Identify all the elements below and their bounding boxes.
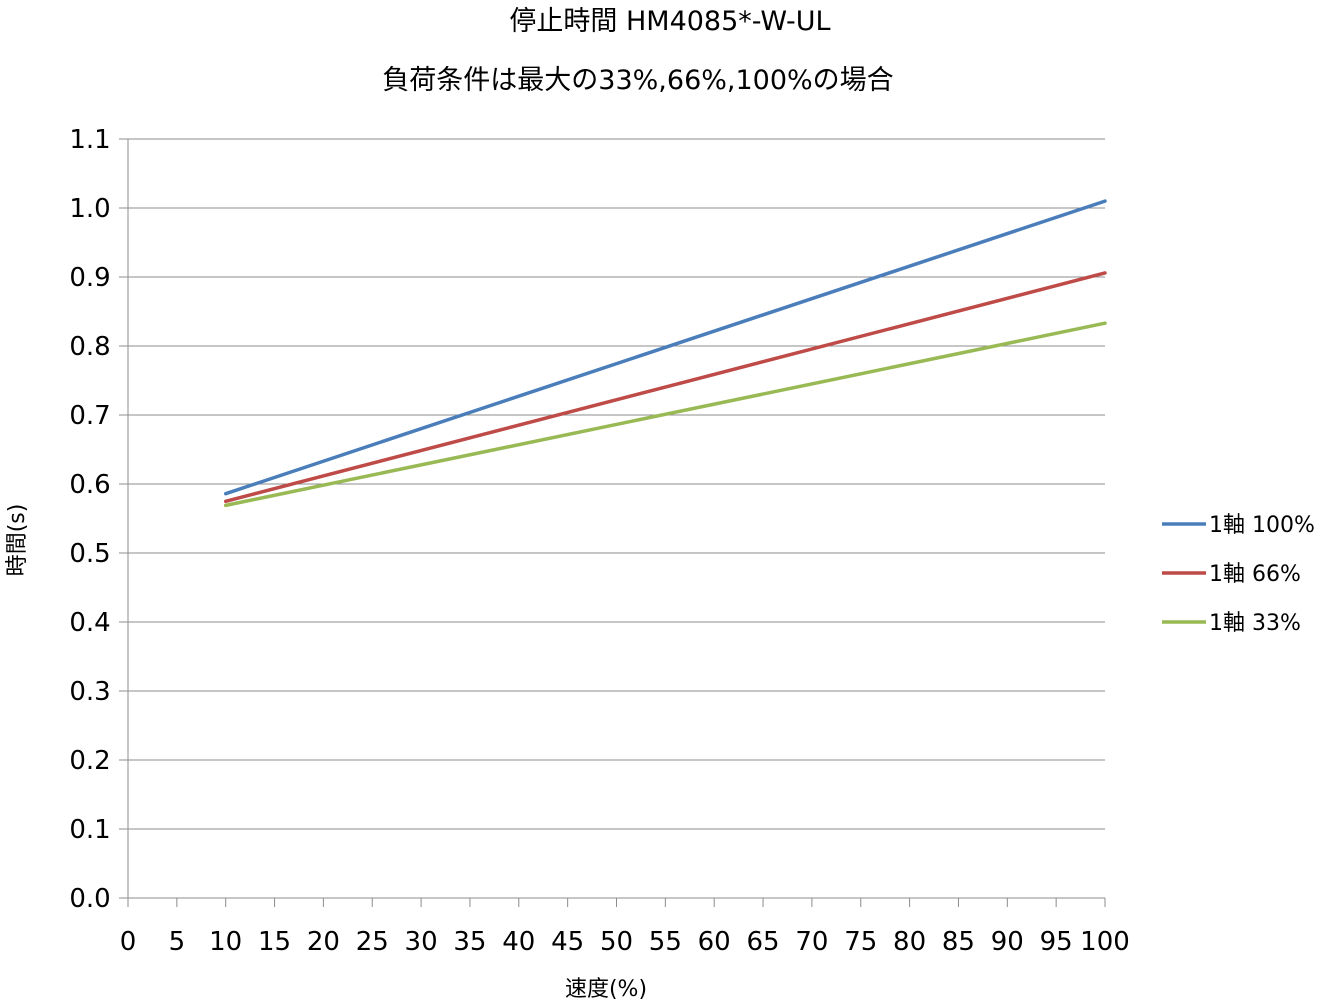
legend-label-2: 1軸 66%	[1209, 562, 1301, 587]
x-tick-label: 90	[991, 927, 1024, 957]
x-tick-label: 40	[502, 927, 535, 957]
chart-subtitle: 負荷条件は最大の33%,66%,100%の場合	[382, 65, 893, 96]
y-tick-labels: 0.0 0.1 0.2 0.3 0.4 0.5 0.6 0.7 0.8 0.9 1.0 1.1	[69, 125, 110, 914]
y-tick-label: 0.1	[69, 815, 110, 845]
y-tick-label: 0.3	[69, 677, 110, 707]
legend: 1軸 100% 1軸 66% 1軸 33%	[1162, 513, 1315, 636]
x-tick-label: 30	[405, 927, 438, 957]
y-tick-label: 0.7	[69, 401, 110, 431]
legend-label-1: 1軸 100%	[1209, 513, 1315, 538]
series-line-2	[223, 271, 1107, 504]
x-tick-label: 20	[307, 927, 340, 957]
y-axis-label: 時間(s)	[5, 504, 30, 577]
x-tick-label: 100	[1080, 927, 1130, 957]
y-tick-label: 1.1	[69, 125, 110, 155]
x-tick-label: 5	[169, 927, 186, 957]
x-tick-label: 0	[120, 927, 137, 957]
x-tick-labels: 0 5 10 15 20 25 30 35 40 45 50 55 60 65 70 75 80 85 90 95 10…	[120, 927, 1130, 957]
y-tick-label: 1.0	[69, 194, 110, 224]
legend-label-3: 1軸 33%	[1209, 611, 1301, 636]
series-lines	[223, 199, 1107, 508]
y-tick-label: 0.5	[69, 539, 110, 569]
y-tick-label: 0.2	[69, 746, 110, 776]
y-tick-label: 0.4	[69, 608, 110, 638]
series-line-1	[223, 199, 1107, 496]
x-tick-label: 55	[649, 927, 682, 957]
y-tick-label: 0.6	[69, 470, 110, 500]
x-tick-label: 45	[551, 927, 584, 957]
x-tick-label: 25	[356, 927, 389, 957]
y-tick-label: 0.8	[69, 332, 110, 362]
x-tick-label: 65	[747, 927, 780, 957]
x-tick-label: 75	[844, 927, 877, 957]
x-tick-label: 60	[698, 927, 731, 957]
x-tick-label: 70	[795, 927, 828, 957]
y-tick-label: 0.0	[69, 884, 110, 914]
x-tick-label: 50	[600, 927, 633, 957]
chart-title: 停止時間 HM4085*-W-UL	[509, 6, 830, 37]
gridlines	[128, 138, 1105, 830]
series-line-3	[223, 321, 1107, 508]
x-tick-label: 10	[209, 927, 242, 957]
x-tick-label: 15	[258, 927, 291, 957]
x-tick-label: 85	[942, 927, 975, 957]
y-tick-label: 0.9	[69, 263, 110, 293]
x-tick-label: 80	[893, 927, 926, 957]
x-tick-label: 95	[1040, 927, 1073, 957]
x-tick-label: 35	[453, 927, 486, 957]
x-axis-label: 速度(%)	[565, 977, 647, 1002]
axes	[119, 138, 1106, 907]
